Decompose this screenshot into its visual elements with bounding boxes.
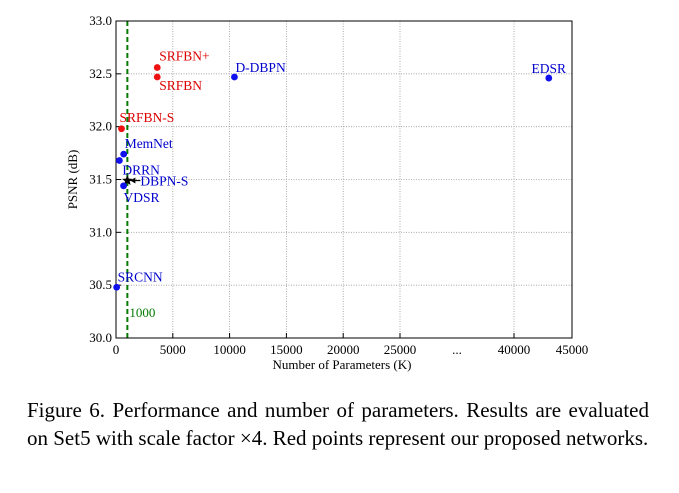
x-axis-label: Number of Parameters (K) [273,357,412,372]
y-tick-label: 32.0 [89,119,112,134]
point-memnet [120,150,128,158]
psnr-vs-parameters-chart: 1000 30.0 30.5 31.0 31.5 32.0 32.5 33.0 0 5000 1… [65,13,589,372]
point-label-d-dbpn: D-DBPN [235,60,286,75]
point-label-srfbn: SRFBN [159,78,202,93]
point-dbpn-s [122,175,133,185]
point-label-srfbn-: SRFBN+ [159,48,209,63]
x-tick-label: 10000 [213,342,246,357]
point-label-edsr: EDSR [532,61,567,76]
y-tick-label: 33.0 [89,13,112,28]
y-tick-label: 30.0 [89,330,112,345]
data-points: SRFBN+ SRFBN SRFBN-S D-DBPN EDSR MemNet DRRNDB… [113,48,567,291]
y-axis-label: PSNR (dB) [65,150,80,210]
x-tick-label: 40000 [498,342,531,357]
point-label-vdsr: VDSR [124,190,160,205]
y-tick-label: 32.5 [89,66,112,81]
point-label-srcnn: SRCNN [118,269,163,284]
point-edsr [545,74,553,82]
y-axis-ticks: 30.0 30.5 31.0 31.5 32.0 32.5 33.0 [89,13,121,345]
point-srfbn [153,73,161,81]
x-tick-label: 5000 [160,342,186,357]
point-d-dbpn [231,73,238,81]
point-label-memnet: MemNet [125,136,173,151]
point-srfbn- [153,64,161,71]
grid-lines [115,20,573,339]
figure-caption: Figure 6. Performance and number of para… [27,398,649,450]
x-axis-break-label: ... [452,342,462,357]
point-srfbn-s [118,125,125,133]
y-tick-label: 30.5 [89,277,112,292]
x-tick-label: 45000 [556,342,589,357]
x-tick-label: 0 [113,342,120,357]
point-label-dbpn-s: DBPN-S [140,174,188,189]
point-label-srfbn-s: SRFBN-S [119,110,174,125]
point-vdsr [120,182,127,190]
x-axis-ticks: 0 5000 10000 15000 20000 25000... 40000 45000 [113,333,589,357]
x-tick-label: 25000 [384,342,417,357]
y-tick-label: 31.5 [89,172,112,187]
point-label-drrn: DRRN [122,162,160,177]
point-srcnn [113,283,121,291]
arrowhead-dbpn-s [130,177,136,184]
x-tick-label: 20000 [327,342,360,357]
point-drrn [115,157,123,164]
y-tick-label: 31.0 [89,224,112,239]
x-tick-label: 15000 [270,342,303,357]
reference-line-label: 1000 [129,305,155,320]
